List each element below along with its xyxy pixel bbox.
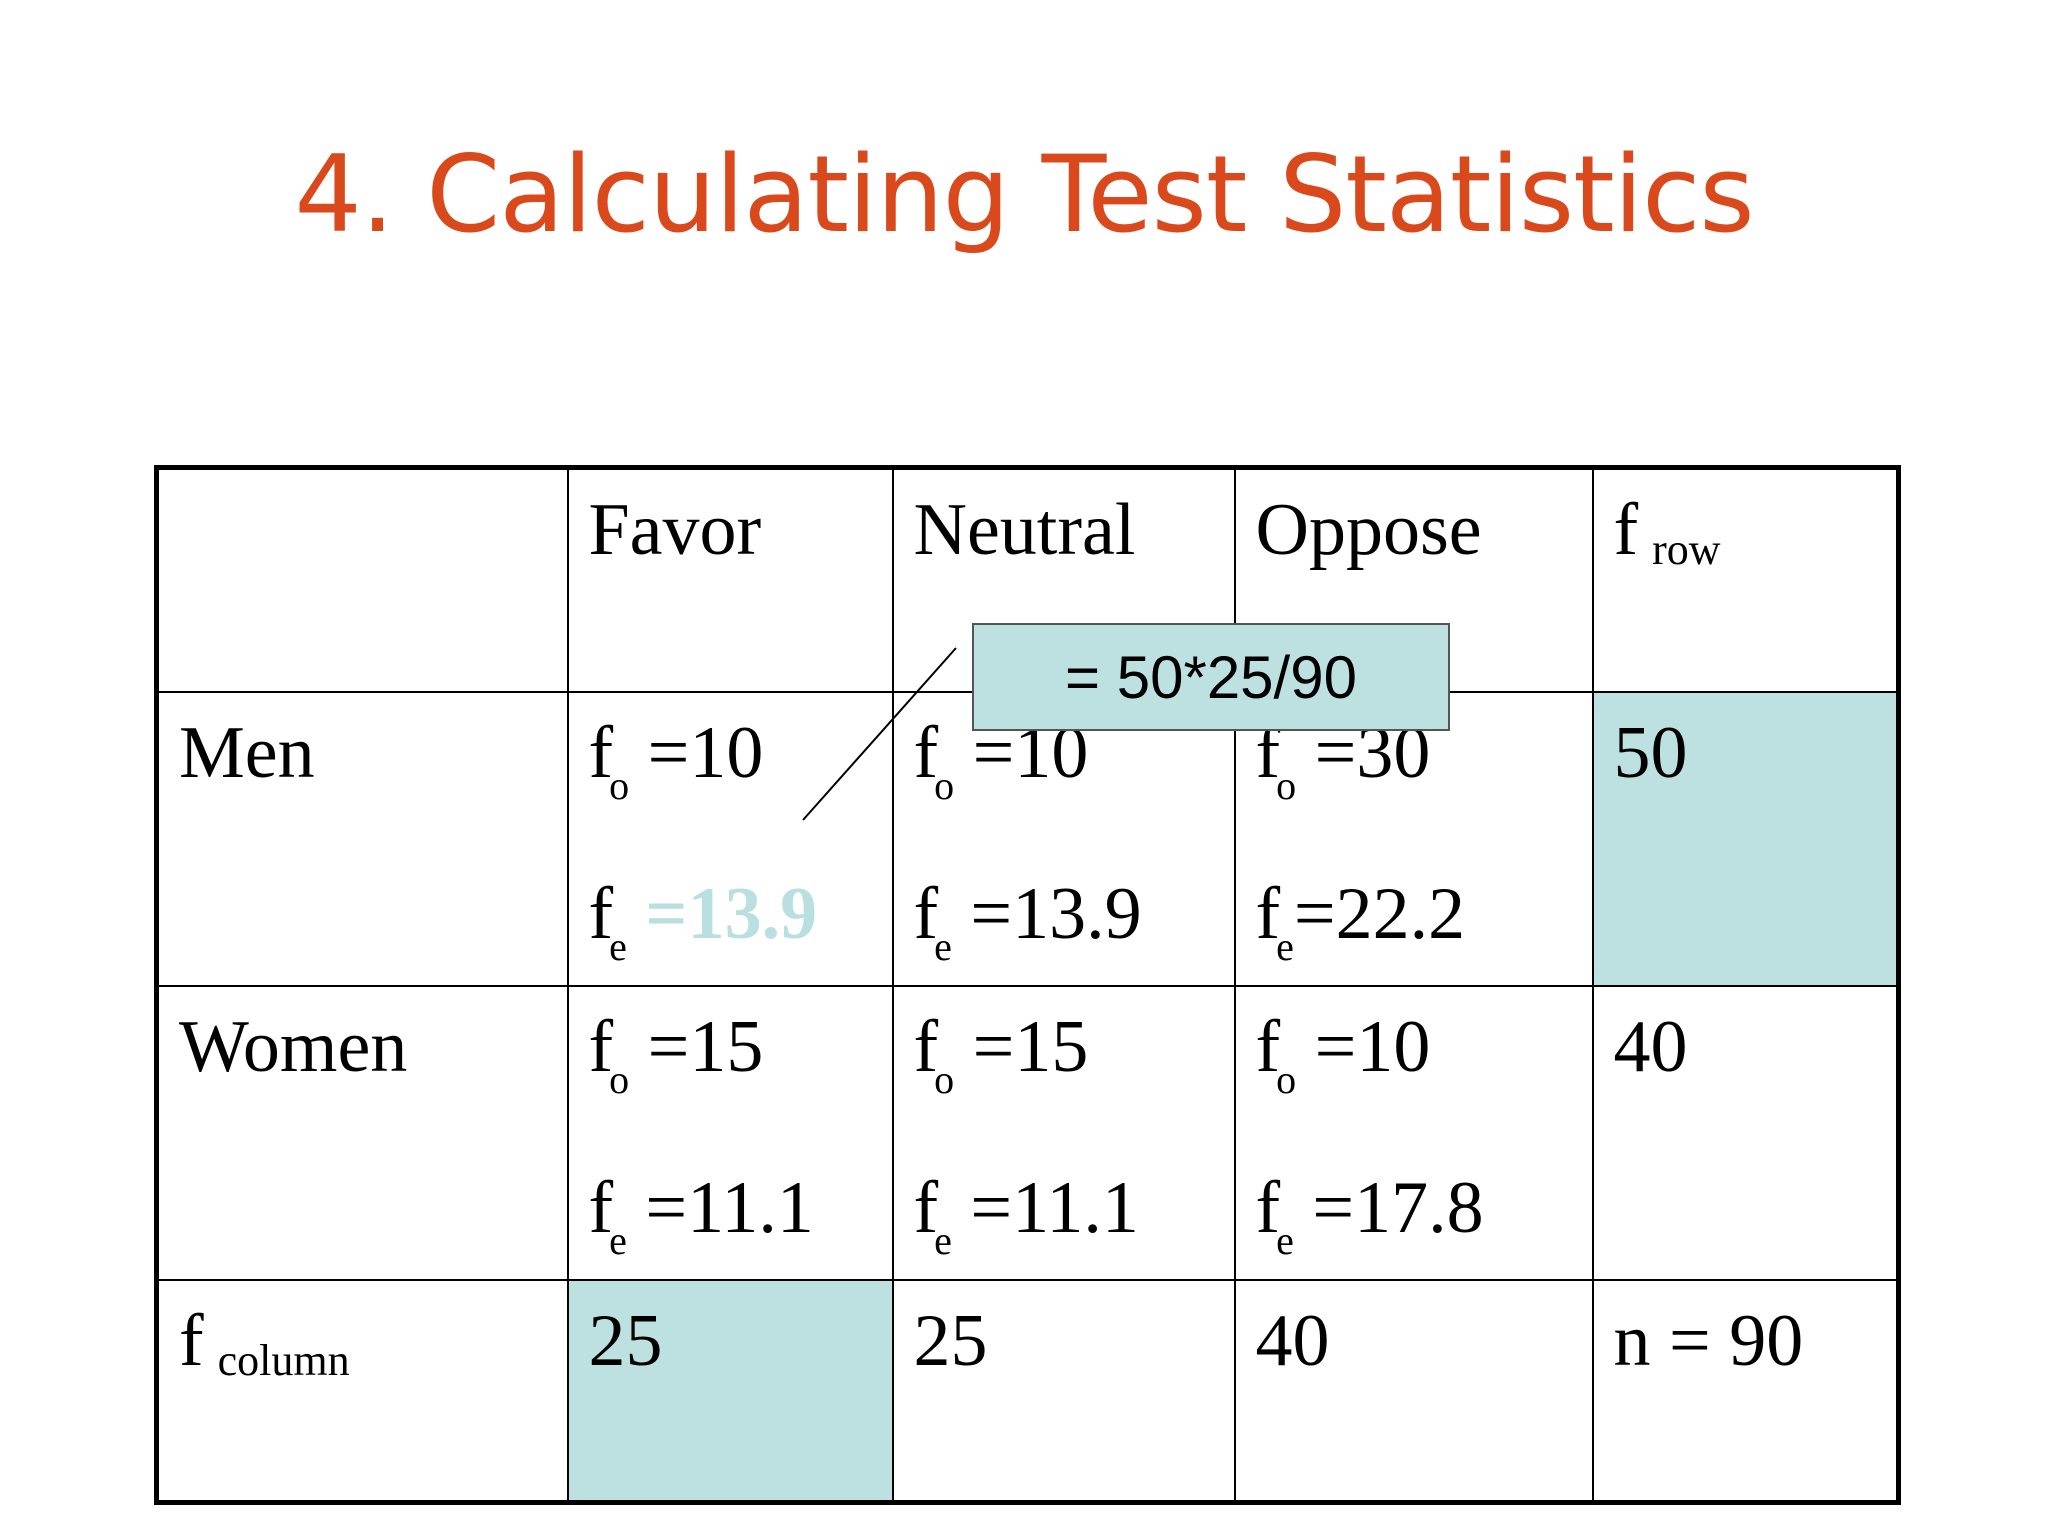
row-label-men: Men bbox=[155, 691, 569, 987]
fo-value: =10 bbox=[1314, 1006, 1431, 1088]
cell-women-neutral: fo =15 fe =11.1 bbox=[891, 985, 1236, 1281]
fo-value: =15 bbox=[972, 1006, 1089, 1088]
row-label-fcolumn: f column bbox=[155, 1279, 569, 1504]
formula-callout: = 50*25/90 bbox=[972, 623, 1450, 731]
column-subscript: column bbox=[217, 1336, 350, 1385]
fo-line: fo =15 bbox=[913, 1006, 1089, 1102]
cell-women-total: 40 bbox=[1591, 985, 1900, 1281]
fe-value: =13.9 bbox=[970, 873, 1142, 955]
fe-value: =22.2 bbox=[1293, 873, 1466, 955]
slide-title: 4. Calculating Test Statistics bbox=[294, 133, 1754, 256]
fe-value: =17.8 bbox=[1312, 1167, 1484, 1249]
fe-line: fe =17.8 bbox=[1255, 1167, 1484, 1263]
fo-value: =15 bbox=[647, 1006, 764, 1088]
row-subscript: row bbox=[1652, 525, 1721, 574]
cell-women-oppose: fo =10 fe =17.8 bbox=[1233, 985, 1594, 1281]
fo-line: fo =10 bbox=[1255, 1006, 1431, 1102]
fo-line: fo =15 bbox=[588, 1006, 764, 1102]
f-symbol: f bbox=[179, 1300, 204, 1382]
fe-line: fe =11.1 bbox=[913, 1167, 1139, 1263]
cell-women-favor: fo =15 fe =11.1 bbox=[566, 985, 894, 1281]
leader-line bbox=[802, 647, 957, 821]
header-frow: f row bbox=[1591, 466, 1900, 693]
cell-men-favor: fo =10 fe =13.9 bbox=[566, 691, 894, 987]
cell-grand-total: n = 90 bbox=[1591, 1279, 1900, 1504]
header-favor: Favor bbox=[566, 466, 894, 693]
fe-value: =11.1 bbox=[645, 1167, 814, 1249]
fe-line: fe =13.9 bbox=[913, 873, 1142, 969]
fo-value: =10 bbox=[647, 712, 764, 794]
corner-cell bbox=[155, 466, 569, 693]
cell-men-oppose: fo =30 fe=22.2 bbox=[1233, 691, 1594, 987]
table-row-women: Women fo =15 fe =11.1 fo =15 fe =11.1 fo… bbox=[155, 985, 1900, 1281]
table-row-column-totals: f column 25 25 40 n = 90 bbox=[155, 1279, 1900, 1504]
f-symbol: f bbox=[1613, 489, 1639, 571]
table-row-men: Men fo =10 fe =13.9 fo =10 fe =13.9 fo =… bbox=[155, 691, 1900, 987]
fe-value: =11.1 bbox=[970, 1167, 1139, 1249]
fe-line: fe =13.9 bbox=[588, 873, 818, 969]
cell-men-neutral: fo =10 fe =13.9 bbox=[891, 691, 1236, 987]
contingency-table: Favor Neutral Oppose f row Men fo =10 fe … bbox=[154, 465, 1901, 1505]
fe-line: fe=22.2 bbox=[1255, 873, 1466, 969]
row-label-women: Women bbox=[155, 985, 569, 1281]
cell-men-total: 50 bbox=[1591, 691, 1900, 987]
cell-column-neutral: 25 bbox=[891, 1279, 1236, 1504]
cell-column-favor: 25 bbox=[566, 1279, 894, 1504]
cell-column-oppose: 40 bbox=[1233, 1279, 1594, 1504]
fe-value-highlighted: =13.9 bbox=[645, 873, 818, 955]
fo-line: fo =10 bbox=[588, 712, 764, 808]
fe-line: fe =11.1 bbox=[588, 1167, 814, 1263]
